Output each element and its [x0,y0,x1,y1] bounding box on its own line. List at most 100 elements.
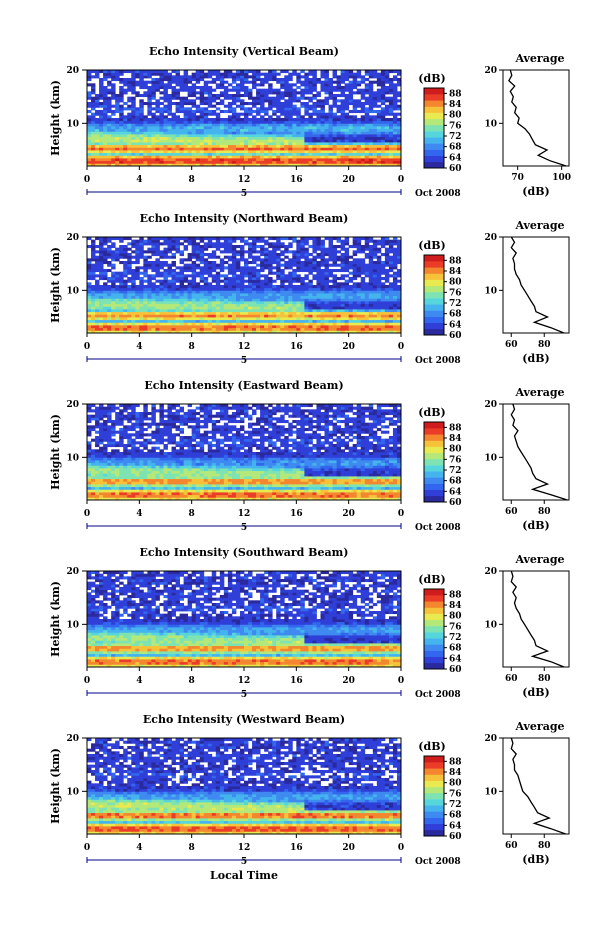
heatmap-cell [179,285,185,289]
heatmap-cell [348,102,354,106]
heatmap-cell [300,163,305,167]
heatmap-cell [392,147,398,151]
heatmap-cell [264,239,269,243]
heatmap-cell [252,250,257,254]
heatmap-cell [348,261,354,265]
heatmap-cell [280,150,285,154]
heatmap-cell [211,279,217,283]
heatmap-cell [360,147,366,151]
heatmap-cell [316,306,321,310]
heatmap-cell [147,279,152,283]
heatmap-cell [296,239,301,243]
heatmap-cell [248,279,253,283]
heatmap-cell [111,245,116,249]
heatmap-cell [127,309,132,313]
heatmap-cell [248,128,253,132]
heatmap-cell [312,325,317,329]
heatmap-cell [308,126,313,130]
heatmap-cell [376,266,382,270]
heatmap-cell [316,311,321,315]
heatmap-cell [239,330,245,334]
heatmap-cell [320,115,325,119]
heatmap-cell [392,144,398,148]
heatmap-cell [300,88,305,92]
heatmap-cell [244,118,249,122]
colorbar-swatch [424,161,444,169]
heatmap-cell [163,123,168,127]
heatmap-cell [340,295,346,299]
heatmap-cell [324,325,329,329]
heatmap-cell [324,96,329,100]
heatmap-cell [179,139,185,143]
heatmap-cell [235,314,241,318]
heatmap-cell [127,314,132,318]
heatmap-cell [332,136,337,140]
heatmap-cell [127,322,132,326]
heatmap-cell [244,150,249,154]
heatmap-cell [312,303,317,307]
heatmap-cell [179,160,185,164]
heatmap-cell [368,245,374,249]
heatmap-cell [372,290,378,294]
heatmap-cell [292,99,297,103]
heatmap-cell [107,96,112,100]
heatmap-cell [344,99,350,103]
heatmap-cell [288,78,293,82]
heatmap-cell [239,139,245,143]
heatmap-cell [304,144,309,148]
heatmap-cell [179,123,185,127]
heatmap-cell [127,303,132,307]
heatmap-cell [284,152,289,156]
heatmap-cell [231,123,237,127]
heatmap-cell [344,295,350,299]
heatmap-cell [163,118,168,122]
heatmap-cell [248,322,253,326]
heatmap-cell [223,250,229,254]
heatmap-cell [223,319,229,323]
heatmap-cell [388,110,394,114]
heatmap-cell [135,285,140,289]
heatmap-cell [288,285,293,289]
heatmap-cell [211,290,217,294]
heatmap-cell [248,150,253,154]
heatmap-cell [119,78,124,82]
heatmap-cell [376,150,382,154]
heatmap-cell [248,319,253,323]
heatmap-cell [203,279,209,283]
heatmap-cell [91,295,96,299]
heatmap-cell [143,319,148,323]
heatmap-cell [312,163,317,167]
heatmap-cell [312,123,317,127]
heatmap-cell [280,94,285,98]
heatmap-cell [260,136,265,140]
heatmap-cell [95,245,100,249]
heatmap-cell [195,293,201,297]
heatmap-cell [219,131,225,135]
heatmap-cell [260,269,265,273]
heatmap-cell [340,120,346,124]
heatmap-cell [91,128,96,132]
heatmap-cell [95,322,100,326]
heatmap-cell [107,269,112,273]
heatmap-cell [356,239,362,243]
heatmap-cell [151,282,156,286]
heatmap-cell [95,293,100,297]
heatmap-cell [372,80,378,84]
heatmap-cell [199,134,205,138]
heatmap-cell [272,247,277,251]
heatmap-cell [199,271,205,275]
heatmap-cell [296,327,301,331]
heatmap-cell [199,91,205,95]
heatmap-cell [300,306,305,310]
heatmap-cell [211,255,217,259]
heatmap-cell [292,139,297,143]
heatmap-cell [324,120,329,124]
heatmap-cell [175,128,180,132]
heatmap-cell [340,70,346,74]
heatmap-cell [155,309,160,313]
heatmap-cell [223,118,229,122]
heatmap-cell [248,158,253,162]
heatmap-cell [155,253,160,257]
heatmap-cell [308,325,313,329]
heatmap-cell [260,282,265,286]
